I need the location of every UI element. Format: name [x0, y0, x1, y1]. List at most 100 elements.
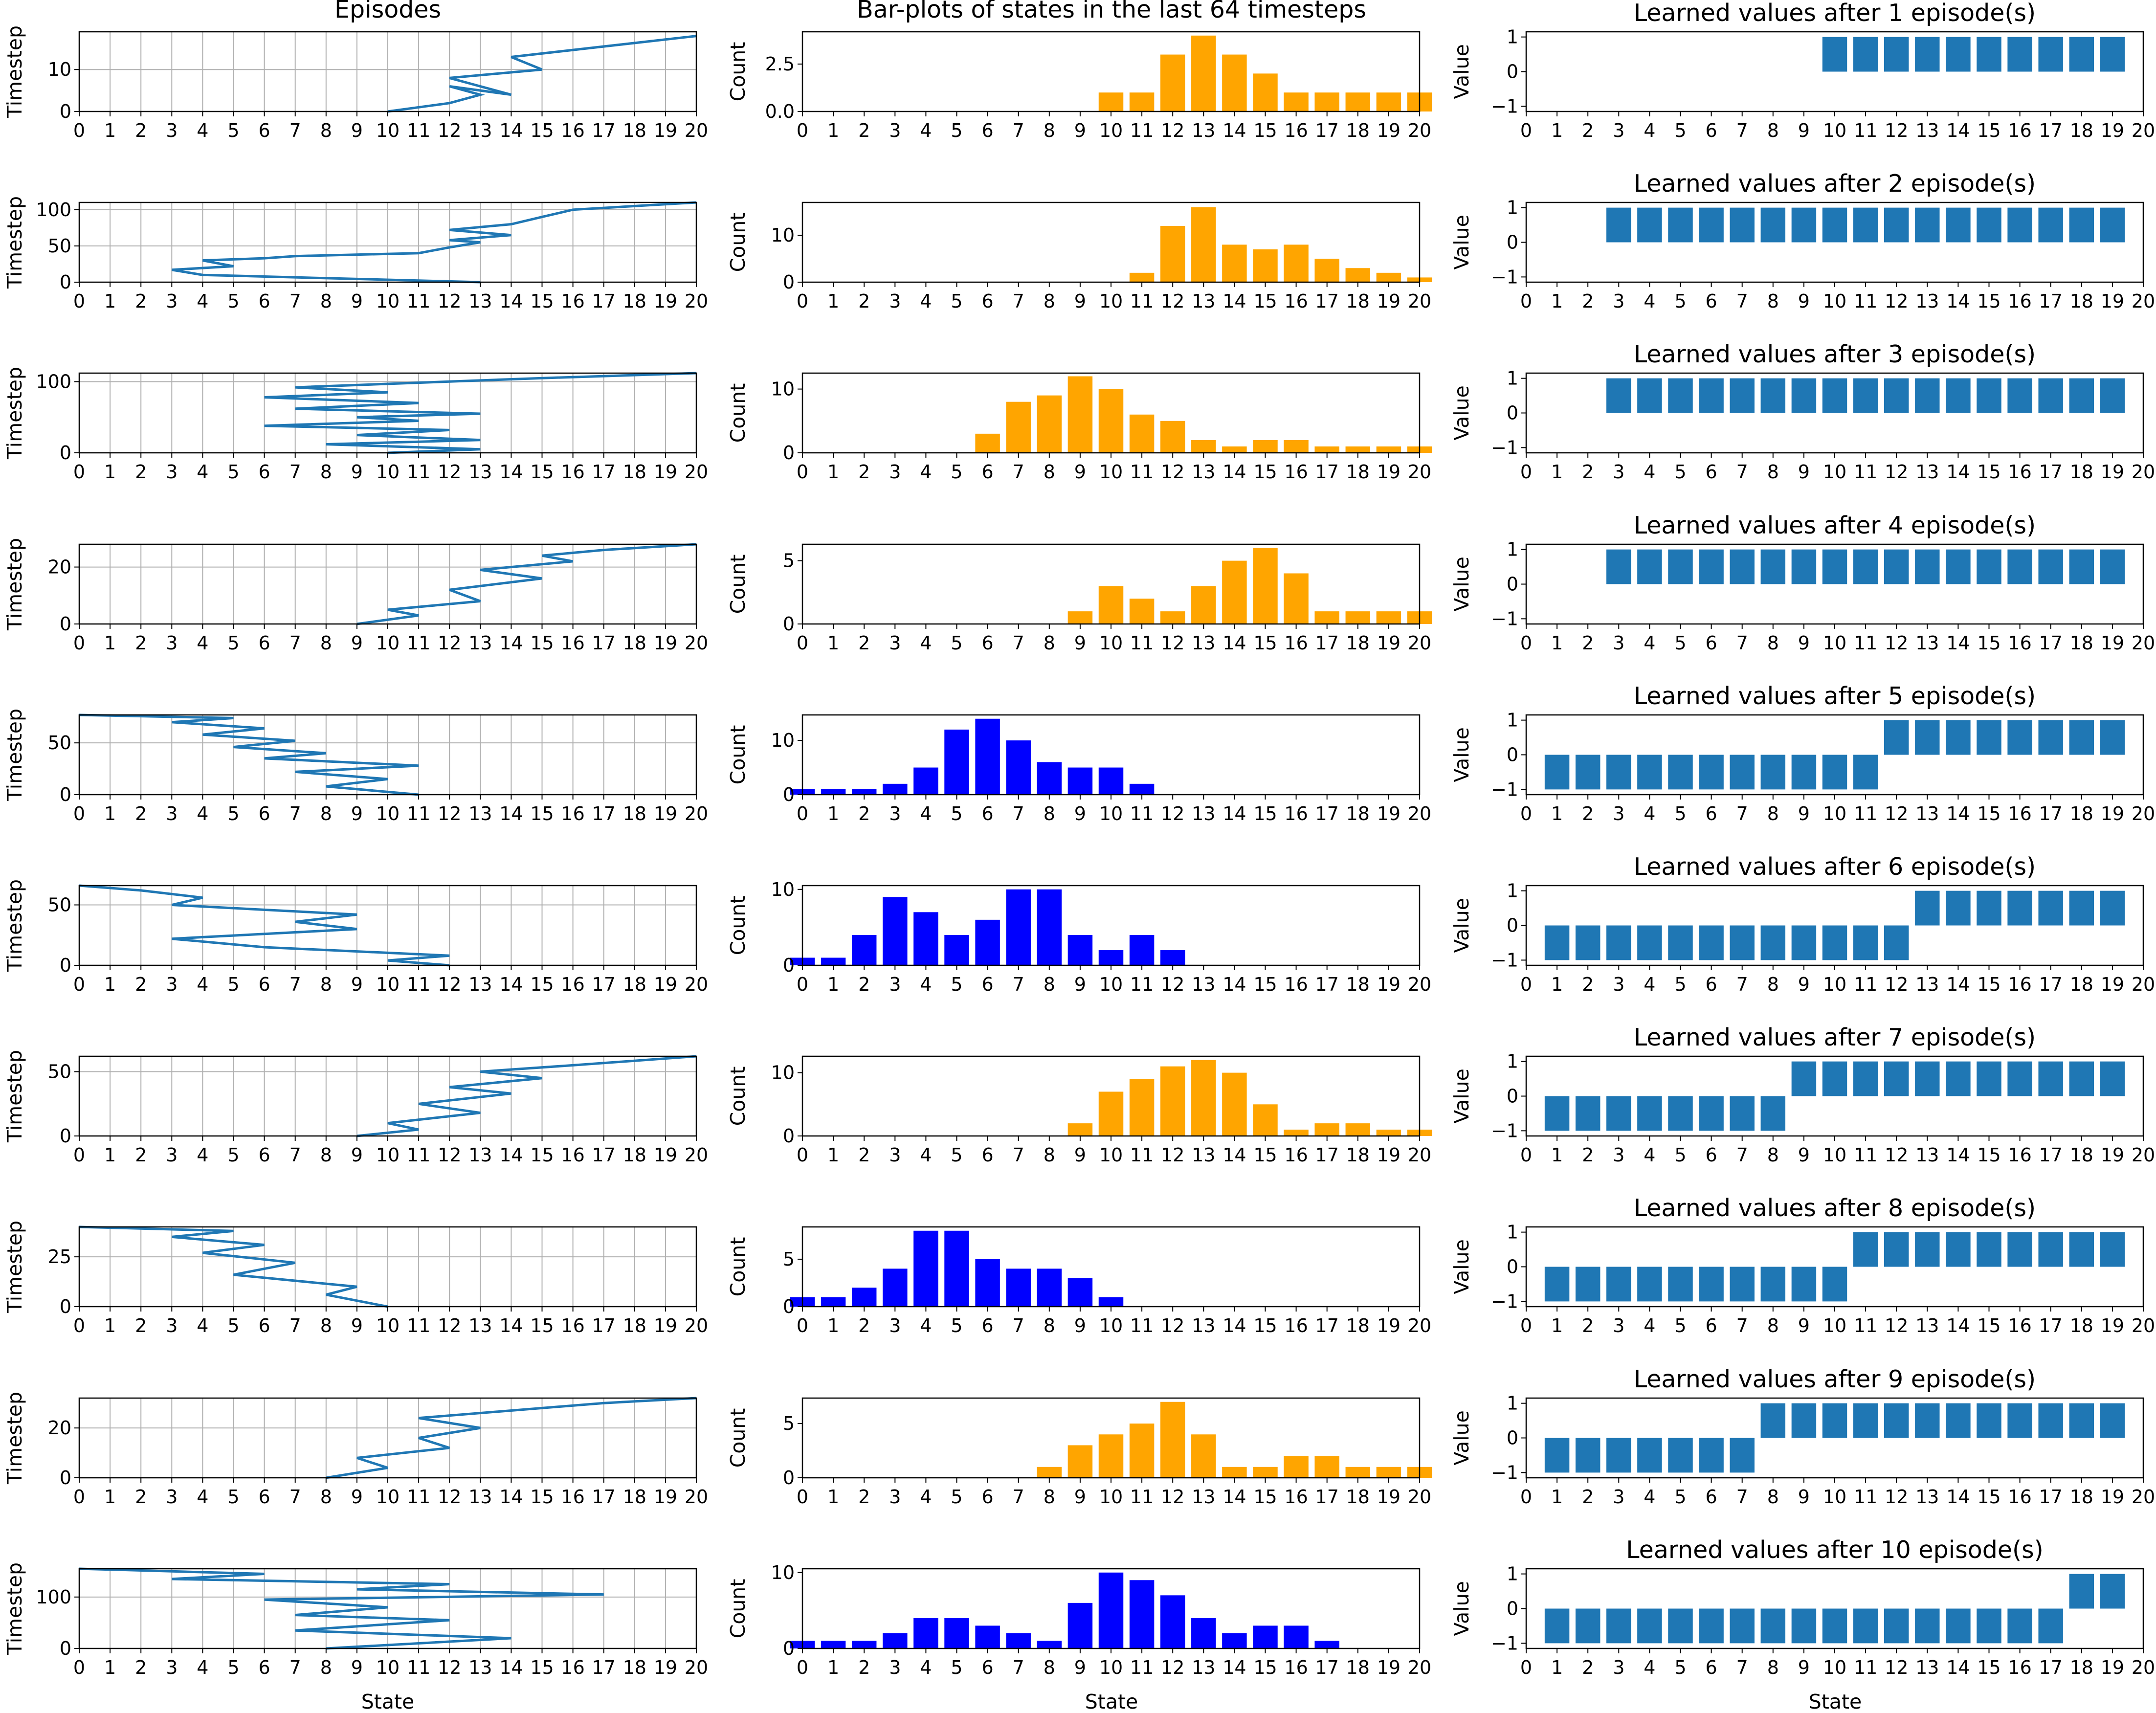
episodes-4-x-tick-label: 17	[592, 632, 616, 654]
counts-7-bar	[1160, 1066, 1185, 1136]
episodes-1-x-tick-label: 20	[685, 120, 708, 141]
counts-10-bar	[1098, 1572, 1124, 1648]
counts-10-bar	[1129, 1580, 1155, 1648]
counts-8-y-tick-label: 5	[783, 1248, 795, 1270]
values-9-x-tick-label: 2	[1582, 1486, 1594, 1508]
counts-2-x-tick-label: 7	[1013, 290, 1024, 312]
counts-6-bar	[1129, 934, 1155, 965]
values-1-x-tick-label: 10	[1823, 120, 1846, 141]
values-1-bar	[2069, 37, 2094, 72]
episodes-7-x-tick-label: 4	[197, 1144, 208, 1166]
values-10-x-tick-label: 19	[2101, 1657, 2124, 1678]
values-3-x-tick-label: 1	[1551, 461, 1563, 483]
counts-7-bar	[1345, 1123, 1371, 1136]
values-3-x-tick-label: 9	[1798, 461, 1810, 483]
counts-2-x-tick-label: 2	[858, 290, 870, 312]
values-2-y-axis-label: Value	[1450, 215, 1473, 270]
counts-4-x-tick-label: 8	[1044, 632, 1055, 654]
values-5-x-tick-label: 5	[1674, 803, 1686, 824]
episodes-4-x-tick-label: 14	[499, 632, 523, 654]
counts-4-bar	[1253, 548, 1278, 624]
values-3-x-tick-label: 12	[1885, 461, 1908, 483]
episodes-5-x-tick-label: 3	[166, 803, 178, 824]
values-9-x-tick-label: 15	[1977, 1486, 2000, 1508]
values-10-x-tick-label: 18	[2070, 1657, 2093, 1678]
episodes-5-x-tick-label: 13	[468, 803, 492, 824]
counts-2-x-tick-label: 19	[1377, 290, 1400, 312]
values-7-x-tick-label: 0	[1520, 1144, 1532, 1166]
counts-3-x-tick-label: 16	[1284, 461, 1308, 483]
counts-9-x-tick-label: 14	[1222, 1486, 1246, 1508]
counts-10-bar	[975, 1625, 1000, 1648]
values-9-bar	[2038, 1403, 2063, 1438]
counts-9-bar	[1222, 1467, 1247, 1478]
episodes-5-x-tick-label: 19	[654, 803, 677, 824]
counts-2-bar	[1345, 268, 1371, 282]
values-9-x-tick-label: 14	[1946, 1486, 1970, 1508]
counts-8-x-tick-label: 10	[1099, 1315, 1123, 1336]
values-6-x-tick-label: 3	[1613, 974, 1624, 995]
episodes-8-x-tick-label: 8	[320, 1315, 332, 1336]
values-9-x-tick-label: 0	[1520, 1486, 1532, 1508]
counts-7-x-tick-label: 18	[1346, 1144, 1370, 1166]
values-3-x-tick-label: 3	[1613, 461, 1624, 483]
values-4-bar	[1606, 549, 1631, 584]
values-7-bar	[2038, 1061, 2063, 1096]
episodes-4-x-tick-label: 20	[685, 632, 708, 654]
counts-8-x-tick-label: 11	[1130, 1315, 1154, 1336]
values-9-bar	[1760, 1403, 1786, 1438]
episodes-9-y-tick-label: 0	[60, 1467, 71, 1489]
values-6-y-tick-label: 0	[1507, 915, 1518, 936]
episodes-5-x-tick-label: 0	[73, 803, 85, 824]
values-3-bar	[1946, 378, 1971, 413]
counts-10-bar	[944, 1618, 969, 1648]
episodes-6-x-tick-label: 18	[623, 974, 646, 995]
counts-3-bar	[1376, 446, 1401, 453]
values-7-x-tick-label: 14	[1946, 1144, 1970, 1166]
episodes-7-x-tick-label: 16	[561, 1144, 584, 1166]
counts-6-x-tick-label: 15	[1253, 974, 1277, 995]
values-8-x-tick-label: 19	[2101, 1315, 2124, 1336]
values-2-x-tick-label: 13	[1915, 290, 1939, 312]
values-7-bar	[1791, 1061, 1817, 1096]
episodes-8-line	[79, 1225, 388, 1308]
counts-5-x-tick-label: 3	[889, 803, 901, 824]
values-5-x-tick-label: 7	[1736, 803, 1748, 824]
counts-2-x-tick-label: 6	[982, 290, 994, 312]
values-1-y-tick-label: 1	[1507, 26, 1518, 48]
counts-7-x-tick-label: 15	[1253, 1144, 1277, 1166]
values-7-bar	[1699, 1096, 1724, 1131]
values-2-x-tick-label: 18	[2070, 290, 2093, 312]
counts-3-x-tick-label: 9	[1074, 461, 1086, 483]
values-4-bar	[1791, 549, 1817, 584]
episodes-10-x-tick-label: 0	[73, 1657, 85, 1678]
episodes-8-x-tick-label: 11	[407, 1315, 430, 1336]
values-4-x-tick-label: 18	[2070, 632, 2093, 654]
counts-7-x-tick-label: 14	[1222, 1144, 1246, 1166]
counts-5-bar	[1067, 767, 1093, 795]
values-8-x-tick-label: 18	[2070, 1315, 2093, 1336]
episodes-3-x-tick-label: 13	[468, 461, 492, 483]
counts-10-y-tick-label: 0	[783, 1638, 795, 1659]
values-4-x-tick-label: 20	[2132, 632, 2155, 654]
values-9-bar	[1699, 1438, 1724, 1473]
values-9-x-tick-label: 19	[2101, 1486, 2124, 1508]
episodes-9-x-tick-label: 19	[654, 1486, 677, 1508]
counts-10-x-tick-label: 3	[889, 1657, 901, 1678]
values-10-x-tick-label: 9	[1798, 1657, 1810, 1678]
episodes-6-x-tick-label: 6	[259, 974, 270, 995]
counts-8-bar	[883, 1268, 908, 1307]
values-10-x-tick-label: 7	[1736, 1657, 1748, 1678]
values-9-title: Learned values after 9 episode(s)	[1634, 1365, 2036, 1393]
counts-3-x-tick-label: 0	[797, 461, 808, 483]
values-5-x-tick-label: 20	[2132, 803, 2155, 824]
subplot-grid: 0 1 2 3 4 5 6 7 8 9 10 11 12 13 14 15 16 17 18 19 20010Times…	[3, 0, 2155, 1678]
counts-8-bar	[1067, 1278, 1093, 1307]
values-1-y-axis-label: Value	[1450, 44, 1473, 99]
counts-2-x-tick-label: 15	[1253, 290, 1277, 312]
counts-10-bar	[1067, 1602, 1093, 1648]
values-10-y-tick-label: 1	[1507, 1563, 1518, 1585]
values-8-x-tick-label: 15	[1977, 1315, 2000, 1336]
counts-8-y-axis-label: Count	[726, 1237, 750, 1297]
